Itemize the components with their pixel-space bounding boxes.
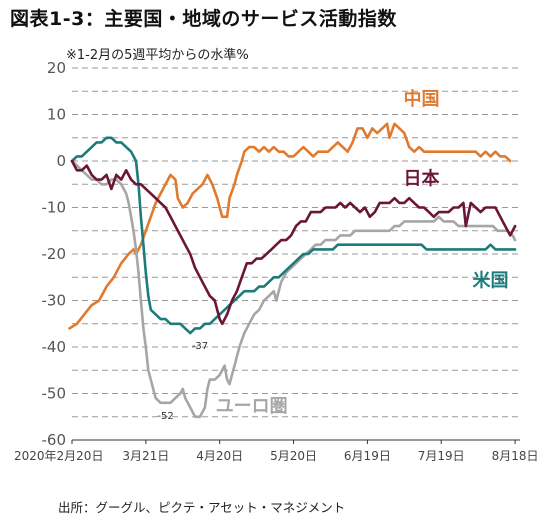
y-tick-label: 0 (56, 152, 66, 170)
series-line (70, 159, 517, 419)
series-label: 中国 (404, 88, 440, 110)
x-tick-label: 7月19日 (418, 449, 465, 463)
y-tick-label: -40 (42, 338, 67, 356)
x-tick-label: 3月21日 (122, 449, 169, 463)
series-line (70, 159, 517, 326)
series-label: 日本 (404, 167, 440, 189)
series-line (70, 136, 517, 335)
source-note: 出所：グーグル、ピクテ・アセット・マネジメント (58, 500, 346, 515)
y-tick-label: -50 (42, 385, 67, 403)
annotation-label: -52 (157, 411, 173, 422)
x-axis: 2020年2月20日 3月21日 4月20日 5月20日 6月19日 7月19日 8月18日 (14, 439, 539, 463)
y-tick-label: -10 (42, 199, 67, 217)
chart-subtitle: ※1-2月の5週平均からの水準% (66, 48, 249, 63)
y-tick-label: -20 (42, 245, 67, 263)
x-tick-label: 4月20日 (196, 449, 243, 463)
annotation-label: -37 (192, 341, 208, 352)
series-lines (68, 122, 517, 419)
x-tick-label: 2020年2月20日 (14, 449, 103, 463)
y-axis: 20 10 0 -10 -20 -30 -40 -50 -60 (42, 59, 67, 449)
annotations: -37 -52 (157, 341, 208, 422)
y-tick-label: 20 (47, 59, 66, 77)
chart-title: 図表1-3：主要国・地域のサービス活動指数 (10, 8, 397, 30)
grid-lines (72, 67, 520, 441)
series-line (68, 122, 512, 330)
x-tick-label: 5月20日 (270, 449, 317, 463)
series-label: ユーロ圏 (216, 396, 288, 417)
y-tick-label: -30 (42, 292, 67, 310)
x-tick-label: 6月19日 (344, 449, 391, 463)
y-tick-label: -60 (42, 431, 67, 449)
line-chart: 20 10 0 -10 -20 -30 -40 -50 -60 2020年2月20日 3月21日 4… (14, 59, 539, 463)
y-tick-label: 10 (47, 106, 66, 124)
x-tick-label: 8月18日 (492, 449, 539, 463)
series-label: 米国 (472, 270, 508, 292)
